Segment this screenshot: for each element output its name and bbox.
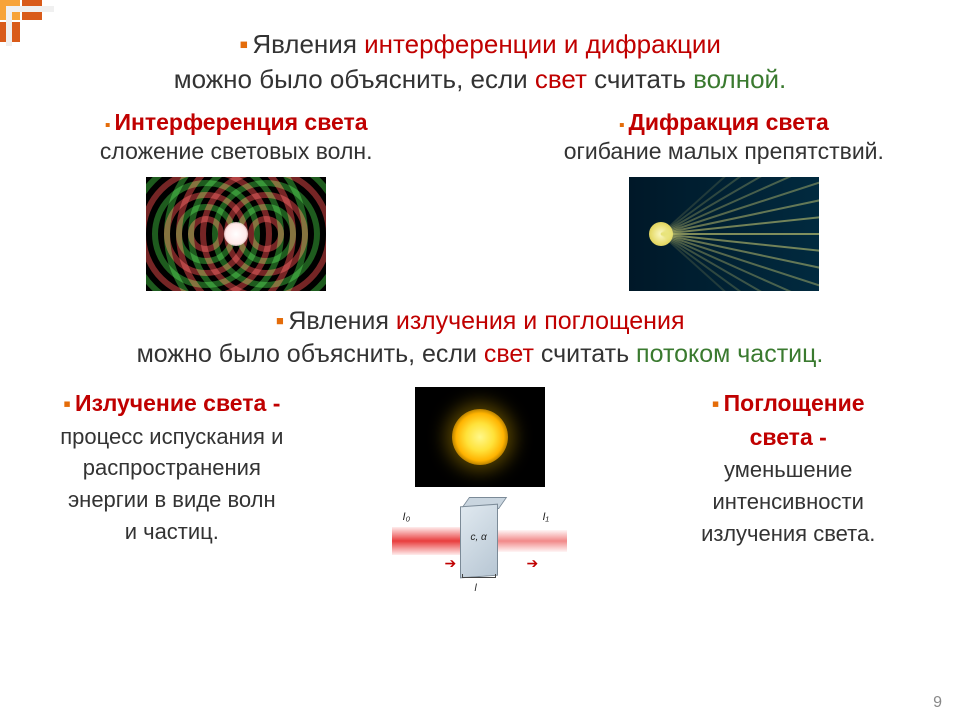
interference-col: ▪Интерференция света сложение световых в…	[20, 109, 452, 291]
absorption-title: Поглощение	[724, 390, 865, 416]
absorption-image: I₀ I₁ c, α ➔ ➔ l	[392, 497, 567, 592]
emission-l3: энергии в виде волн	[20, 484, 324, 516]
heading1-red: интерференции и дифракции	[364, 29, 721, 59]
heading2-pre: можно было объяснить, если	[174, 64, 535, 94]
absorption-col: ▪Поглощение света - уменьшение интенсивн…	[636, 387, 940, 549]
slide-content: ▪Явления интерференции и дифракции можно…	[20, 25, 940, 592]
mid-heading: ▪Явления излучения и поглощения можно бы…	[20, 307, 940, 369]
sun-icon	[452, 409, 508, 465]
heading2-red: свет	[535, 64, 587, 94]
diffraction-sub: огибание малых препятствий.	[508, 138, 940, 165]
emission-l4: и частиц.	[20, 516, 324, 548]
interference-title-row: ▪Интерференция света	[20, 109, 452, 136]
mid-line1: ▪Явления излучения и поглощения	[20, 307, 940, 336]
diffraction-image	[629, 177, 819, 291]
mid2-green: потоком частиц.	[636, 340, 823, 368]
arrow-out-icon: ➔	[526, 555, 538, 572]
mid2-mid: считать	[534, 340, 636, 368]
mid2-pre: можно было объяснить, если	[137, 340, 484, 368]
label-i0: I₀	[402, 511, 410, 523]
emission-title-row: ▪Излучение света -	[20, 387, 324, 420]
mid2-red: свет	[484, 340, 534, 368]
diffraction-title: Дифракция света	[629, 109, 829, 135]
heading2-mid: считать	[587, 64, 693, 94]
interference-title: Интерференция света	[114, 109, 367, 135]
absorption-title-row: ▪Поглощение	[636, 387, 940, 420]
interference-image	[146, 177, 326, 291]
lower-columns: ▪Излучение света - процесс испускания и …	[20, 387, 940, 592]
emission-title: Излучение света -	[75, 390, 280, 416]
heading-line2: можно было объяснить, если свет считать …	[20, 62, 940, 97]
mid1-red: излучения и поглощения	[396, 307, 685, 335]
label-i1: I₁	[542, 511, 549, 523]
absorption-l2: интенсивности	[636, 486, 940, 518]
heading1-pre: Явления	[252, 29, 364, 59]
heading-line1: ▪Явления интерференции и дифракции	[20, 27, 940, 62]
label-ca: c, α	[470, 532, 486, 543]
diffraction-title-row: ▪Дифракция света	[508, 109, 940, 136]
top-columns: ▪Интерференция света сложение световых в…	[20, 109, 940, 291]
absorption-title2: света -	[750, 424, 827, 450]
page-number: 9	[933, 694, 942, 712]
emission-col: ▪Излучение света - процесс испускания и …	[20, 387, 324, 548]
mid1-pre: Явления	[288, 307, 396, 335]
mid-line2: можно было объяснить, если свет считать …	[20, 340, 940, 369]
emission-image	[415, 387, 545, 487]
beam-in	[392, 527, 467, 555]
label-length: l	[474, 583, 476, 594]
emission-l2: распространения	[20, 452, 324, 484]
center-images: I₀ I₁ c, α ➔ ➔ l	[324, 387, 637, 592]
length-bracket	[462, 577, 496, 584]
absorption-l1: уменьшение	[636, 454, 940, 486]
diffraction-col: ▪Дифракция света огибание малых препятст…	[508, 109, 940, 291]
absorption-l3: излучения света.	[636, 518, 940, 550]
emission-l1: процесс испускания и	[20, 421, 324, 453]
arrow-in-icon: ➔	[444, 555, 456, 572]
heading2-green: волной.	[693, 64, 786, 94]
interference-sub: сложение световых волн.	[20, 138, 452, 165]
beam-out	[492, 530, 567, 552]
